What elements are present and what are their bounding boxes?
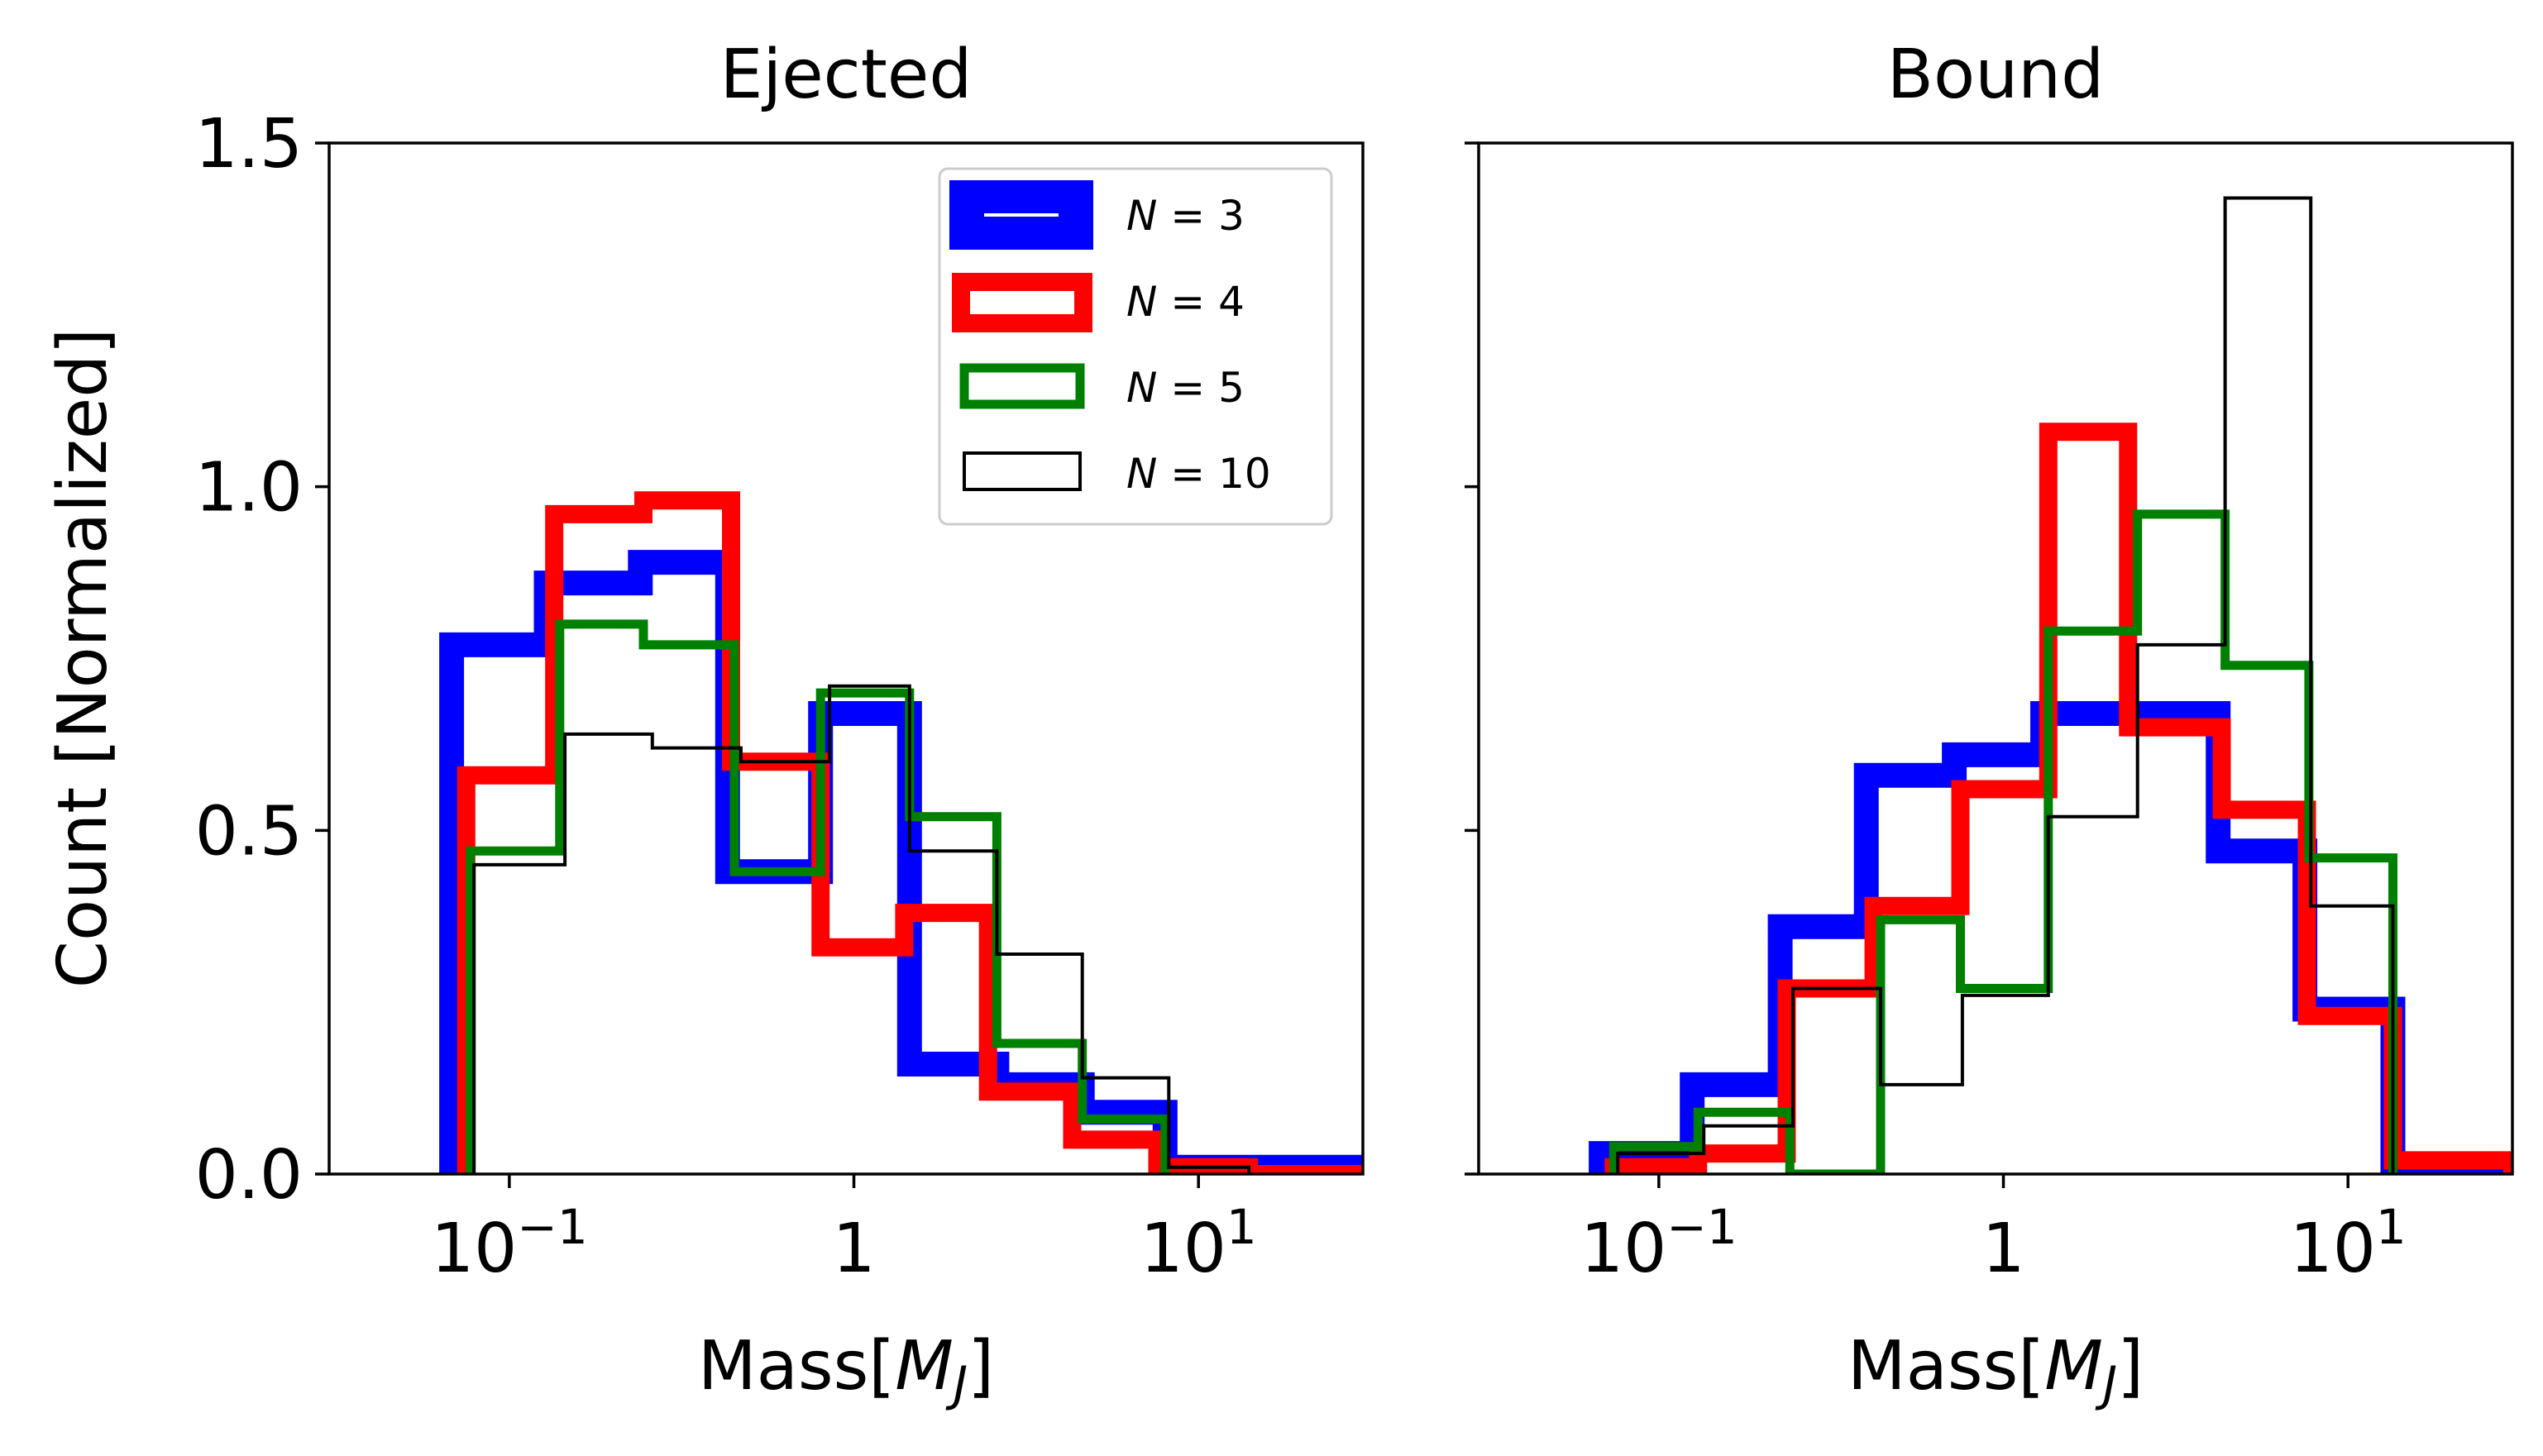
ejected-y-tick-label: 1.5 <box>195 105 303 184</box>
ejected-histograms <box>439 491 1363 1174</box>
bound-x-ticks: 10−1 1 101 <box>1580 1174 2407 1288</box>
legend-swatch-n4 <box>952 273 1092 332</box>
svg-text:N = 5: N = 5 <box>1126 364 1245 412</box>
ejected-hist-n4 <box>456 491 1363 1174</box>
bound-x-tick-label: 10−1 <box>1580 1199 1738 1288</box>
legend-entry-n4: N = 4 <box>952 273 1245 332</box>
svg-text:N = 10: N = 10 <box>1126 450 1271 498</box>
bound-y-ticks <box>1465 141 1479 1176</box>
ejected-title: Ejected <box>720 36 973 114</box>
legend: N = 3 N = 4 N = 5 N = 10 <box>938 167 1333 526</box>
bound-panel: Bound 10−1 1 101 Mass[MJ] <box>1465 36 2514 1412</box>
legend-label-n10: 10 <box>1218 450 1271 498</box>
bound-axes-frame <box>1477 141 2514 1176</box>
ejected-x-axis-label: Mass[MJ] <box>698 1327 994 1412</box>
bound-x-tick-label: 1 <box>1981 1210 2024 1288</box>
bound-histograms <box>1589 196 2512 1174</box>
ejected-x-tick-label: 101 <box>1140 1199 1257 1288</box>
legend-entry-n10: N = 10 <box>963 450 1271 498</box>
bound-hist-n5 <box>1608 509 2397 1174</box>
ejected-y-tick-label: 1.0 <box>195 449 303 528</box>
legend-swatch-n10 <box>963 451 1082 491</box>
ejected-y-ticks: 0.0 0.5 1.0 1.5 <box>195 105 329 1215</box>
legend-entry-n3: N = 3 <box>949 180 1245 250</box>
ejected-x-tick-label: 1 <box>832 1210 875 1288</box>
bound-title: Bound <box>1887 36 2104 114</box>
ejected-x-ticks: 10−1 1 101 <box>431 1174 1257 1288</box>
legend-label-n5: 5 <box>1218 364 1245 412</box>
legend-entry-n5: N = 5 <box>959 363 1245 412</box>
y-axis-label: Count [Normalized] <box>44 328 122 989</box>
ejected-x-tick-label: 10−1 <box>431 1199 588 1288</box>
ejected-panel: Ejected 10−1 1 101 0.0 0.5 1.0 1.5 Mass[MJ] C… <box>44 36 1365 1412</box>
ejected-y-tick-label: 0.0 <box>195 1136 303 1215</box>
legend-label-n3: 3 <box>1218 192 1245 240</box>
bound-x-tick-label: 101 <box>2290 1199 2407 1288</box>
bound-x-axis-label: Mass[MJ] <box>1847 1327 2144 1412</box>
svg-text:N = 3: N = 3 <box>1126 192 1245 240</box>
svg-text:N = 4: N = 4 <box>1126 278 1245 326</box>
legend-box <box>938 167 1333 526</box>
ejected-axes-frame <box>327 141 1365 1176</box>
legend-swatch-n5 <box>959 363 1085 409</box>
ejected-hist-n3 <box>439 550 1363 1174</box>
ejected-y-tick-label: 0.5 <box>195 792 303 871</box>
bound-hist-n10 <box>1616 196 2395 1174</box>
bound-hist-n4 <box>1604 422 2512 1174</box>
legend-label-n4: 4 <box>1218 278 1245 326</box>
ejected-hist-n10 <box>472 684 1251 1174</box>
